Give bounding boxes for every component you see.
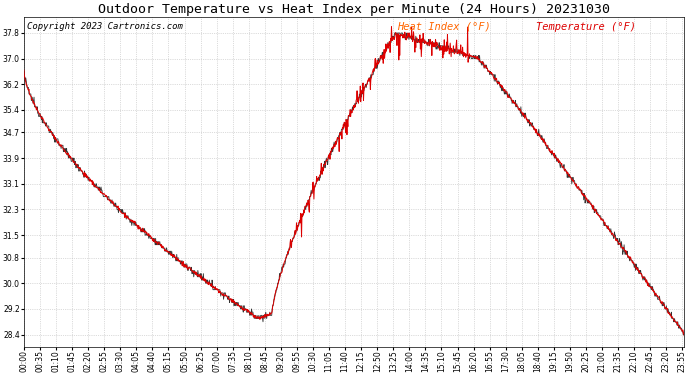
- Title: Outdoor Temperature vs Heat Index per Minute (24 Hours) 20231030: Outdoor Temperature vs Heat Index per Mi…: [98, 3, 610, 16]
- Text: Heat Index (°F): Heat Index (°F): [397, 22, 491, 32]
- Text: Copyright 2023 Cartronics.com: Copyright 2023 Cartronics.com: [27, 22, 183, 31]
- Text: Temperature (°F): Temperature (°F): [535, 22, 635, 32]
